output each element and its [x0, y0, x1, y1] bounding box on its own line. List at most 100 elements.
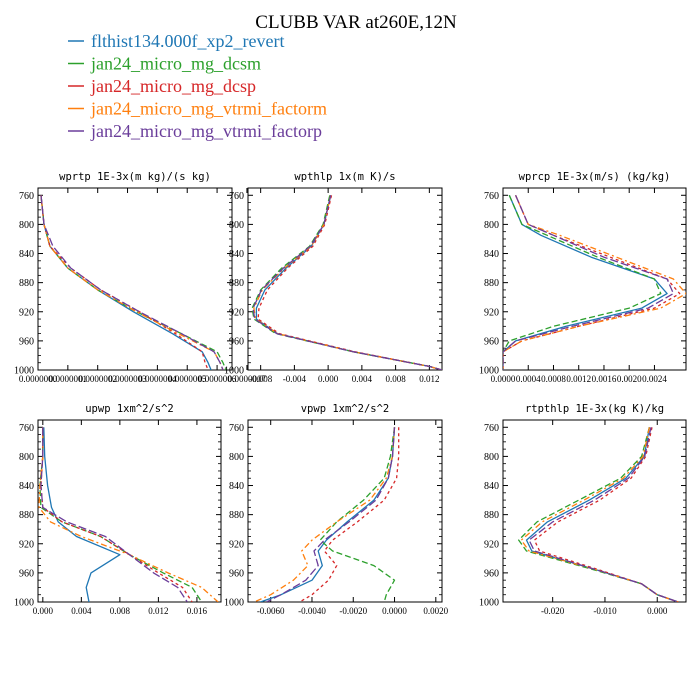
y-tick-label-4-2: 840 — [229, 481, 244, 492]
x-tick-label-4-4: 0.0020 — [423, 606, 448, 616]
y-tick-label-4-3: 880 — [229, 510, 244, 521]
x-tick-label-0-0: 0.0000000 — [19, 374, 58, 384]
x-tick-label-1-5: 0.012 — [419, 374, 439, 384]
y-tick-label-2-4: 920 — [484, 307, 499, 318]
x-tick-label-4-2: -0.0020 — [339, 606, 367, 616]
x-tick-label-3-4: 0.016 — [187, 606, 208, 616]
y-tick-label-1-6: 1000 — [224, 366, 244, 377]
legend-entry-3: jan24_micro_mg_vtrmi_factorm — [90, 99, 327, 119]
series-line-5-3 — [520, 427, 679, 602]
series-line-0-2 — [40, 195, 209, 370]
panel-frame-0 — [37, 187, 233, 371]
x-tick-label-2-2: 0.0008 — [541, 374, 566, 384]
panel-1: wpthlp 1x(m K)/s 760 800 840 880 920 960 1000 -0… — [224, 171, 443, 384]
panel-title-3: upwp 1xm^2/s^2 — [85, 403, 174, 415]
panel-3: upwp 1xm^2/s^276080084088092096010000.00… — [14, 403, 222, 616]
x-tick-label-2-3: 0.0012 — [566, 374, 591, 384]
x-tick-label-2-5: 0.0020 — [617, 374, 642, 384]
y-tick-label-5-0: 760 — [484, 423, 499, 434]
series-line-0-1 — [40, 195, 227, 370]
y-tick-label-5-3: 880 — [484, 510, 499, 521]
x-tick-label-4-3: 0.0000 — [382, 606, 407, 616]
y-tick-label-0-1: 800 — [19, 220, 34, 231]
panel-frame-4 — [247, 419, 443, 603]
panel-title-0: wprtp 1E-3x(m kg)/(s kg) — [59, 171, 211, 183]
series-line-1-0 — [255, 195, 442, 370]
x-tick-label-1-2: 0.000 — [318, 374, 339, 384]
x-tick-label-3-0: 0.000 — [33, 606, 54, 616]
panel-0: wprtp 1E-3x(m kg)/(s kg) 760 800 840 880 920 9… — [14, 171, 267, 384]
y-tick-label-2-5: 960 — [484, 336, 499, 347]
series-line-4-0 — [260, 427, 396, 602]
y-tick-label-3-0: 760 — [19, 423, 34, 434]
y-tick-label-5-1: 800 — [484, 452, 499, 463]
y-tick-label-3-3: 880 — [19, 510, 34, 521]
x-tick-label-0-6: 0.0000006 — [198, 374, 237, 384]
series-line-4-3 — [253, 427, 396, 602]
y-tick-label-0-3: 880 — [19, 278, 34, 289]
y-tick-label-5-4: 920 — [484, 539, 499, 550]
legend-entry-4: jan24_micro_mg_vtrmi_factorp — [90, 121, 322, 141]
x-tick-label-2-6: 0.0024 — [642, 374, 667, 384]
y-tick-label-0-5: 960 — [19, 336, 34, 347]
panel-4: vpwp 1xm^2/s^2 760 800 840 880 920 960 1000 -0.0… — [224, 403, 449, 616]
series-line-0-4 — [40, 195, 224, 370]
panel-5: rtpthlp 1E-3x(kg K)/kg 760 800 840 880 920 960… — [479, 403, 687, 616]
panel-title-5: rtpthlp 1E-3x(kg K)/kg — [525, 403, 664, 415]
panel-2: wprcp 1E-3x(m/s) (kg/kg) 760 800 840 880 920 9… — [479, 171, 687, 384]
legend-entry-2: jan24_micro_mg_dcsp — [90, 76, 256, 96]
x-tick-label-0-7: 0.0000007 — [228, 374, 267, 384]
y-tick-label-1-2: 840 — [229, 249, 244, 260]
series-line-2-4 — [503, 195, 675, 370]
x-tick-label-1-4: 0.008 — [385, 374, 406, 384]
legend-entry-1: jan24_micro_mg_dcsm — [90, 54, 261, 74]
y-tick-label-1-3: 880 — [229, 278, 244, 289]
y-tick-label-5-2: 840 — [484, 481, 499, 492]
x-tick-label-2-1: 0.0004 — [516, 374, 541, 384]
x-tick-label-2-4: 0.0016 — [592, 374, 617, 384]
series-line-1-3 — [253, 195, 442, 370]
x-tick-label-3-3: 0.012 — [148, 606, 168, 616]
y-tick-label-1-1: 800 — [229, 220, 244, 231]
y-tick-label-4-1: 800 — [229, 452, 244, 463]
x-tick-label-1-1: -0.004 — [283, 374, 307, 384]
y-tick-label-0-2: 840 — [19, 249, 34, 260]
y-tick-label-2-0: 760 — [484, 191, 499, 202]
x-tick-label-5-0: -0.020 — [541, 606, 565, 616]
x-tick-label-3-2: 0.008 — [110, 606, 131, 616]
chart-panels: wprtp 1E-3x(m kg)/(s kg) 760 800 840 880 920 9… — [14, 171, 687, 616]
series-line-2-1 — [503, 195, 662, 370]
y-tick-label-2-1: 800 — [484, 220, 499, 231]
panel-frame-5 — [502, 419, 687, 603]
figure-title: CLUBB VAR at260E,12N — [255, 12, 457, 33]
y-tick-label-3-1: 800 — [19, 452, 34, 463]
x-tick-label-5-2: 0.000 — [647, 606, 668, 616]
panel-title-4: vpwp 1xm^2/s^2 — [301, 403, 390, 415]
series-line-4-4 — [266, 427, 396, 602]
x-tick-label-4-1: -0.0040 — [298, 606, 326, 616]
x-tick-label-0-1: 0.0000001 — [49, 374, 87, 384]
y-tick-label-1-4: 920 — [229, 307, 244, 318]
y-tick-label-3-5: 960 — [19, 568, 34, 579]
series-line-1-1 — [251, 195, 442, 370]
series-line-2-2 — [503, 195, 681, 370]
y-tick-label-3-4: 920 — [19, 539, 34, 550]
series-line-3-1 — [39, 427, 203, 602]
panel-title-1: wpthlp 1x(m K)/s — [294, 171, 395, 183]
x-tick-label-5-1: -0.010 — [593, 606, 617, 616]
series-line-0-3 — [40, 195, 224, 370]
x-tick-label-1-0: -0.008 — [249, 374, 273, 384]
series-line-2-3 — [503, 195, 686, 370]
series-line-3-3 — [38, 427, 219, 602]
y-tick-label-0-0: 760 — [19, 191, 34, 202]
series-line-5-1 — [518, 427, 679, 602]
x-tick-label-1-3: 0.004 — [352, 374, 373, 384]
x-tick-label-2-0: 0.0000 — [491, 374, 516, 384]
y-tick-label-5-5: 960 — [484, 568, 499, 579]
x-tick-label-0-3: 0.0000003 — [108, 374, 147, 384]
y-tick-label-4-4: 920 — [229, 539, 244, 550]
y-tick-label-5-6: 1000 — [479, 598, 499, 609]
panel-title-2: wprcp 1E-3x(m/s) (kg/kg) — [519, 171, 671, 183]
y-tick-label-2-2: 840 — [484, 249, 499, 260]
